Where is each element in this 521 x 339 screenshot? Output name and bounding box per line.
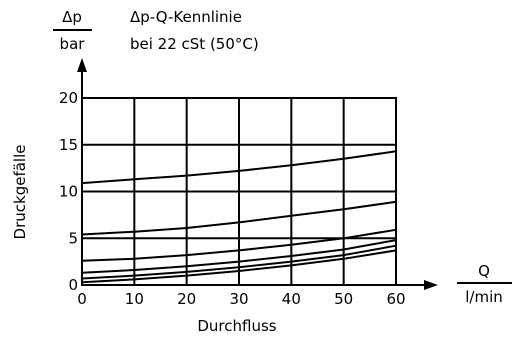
x-tick-label: 50 [334,290,353,308]
y-unit-bottom: bar [60,35,86,53]
x-tick-label: 0 [77,290,87,308]
x-axis-arrowhead [424,280,438,290]
y-tick-label: 0 [68,276,78,294]
chart-title: Δp-Q-Kennlinie [130,8,242,26]
x-unit-top: Q [478,262,490,280]
series-line-6 [81,249,397,284]
x-tick-label: 60 [386,290,405,308]
series-line-1 [81,150,397,185]
y-unit-top: Δp [62,8,82,26]
x-tick-label: 20 [177,290,196,308]
y-tick-label: 5 [68,229,78,247]
series-line-3 [81,228,397,262]
series-line-2 [81,200,397,236]
y-tick-label: 20 [59,89,78,107]
y-tick-label: 15 [59,136,78,154]
curves [81,150,397,284]
y-axis-label: Druckgefälle [11,145,29,240]
grid [81,97,397,286]
y-axis-arrowhead [77,58,87,72]
x-tick-label: 40 [282,290,301,308]
tick-labels: 0 10 20 30 40 50 60 0 5 10 15 20 [59,89,406,308]
x-tick-label: 10 [125,290,144,308]
x-axis-label: Durchfluss [197,317,276,335]
series-line-4 [81,239,397,274]
series-line-5 [81,244,397,280]
chart-subtitle: bei 22 cSt (50°C) [130,35,259,53]
x-unit-bottom: l/min [465,288,503,306]
x-tick-label: 30 [229,290,248,308]
y-tick-label: 10 [59,183,78,201]
